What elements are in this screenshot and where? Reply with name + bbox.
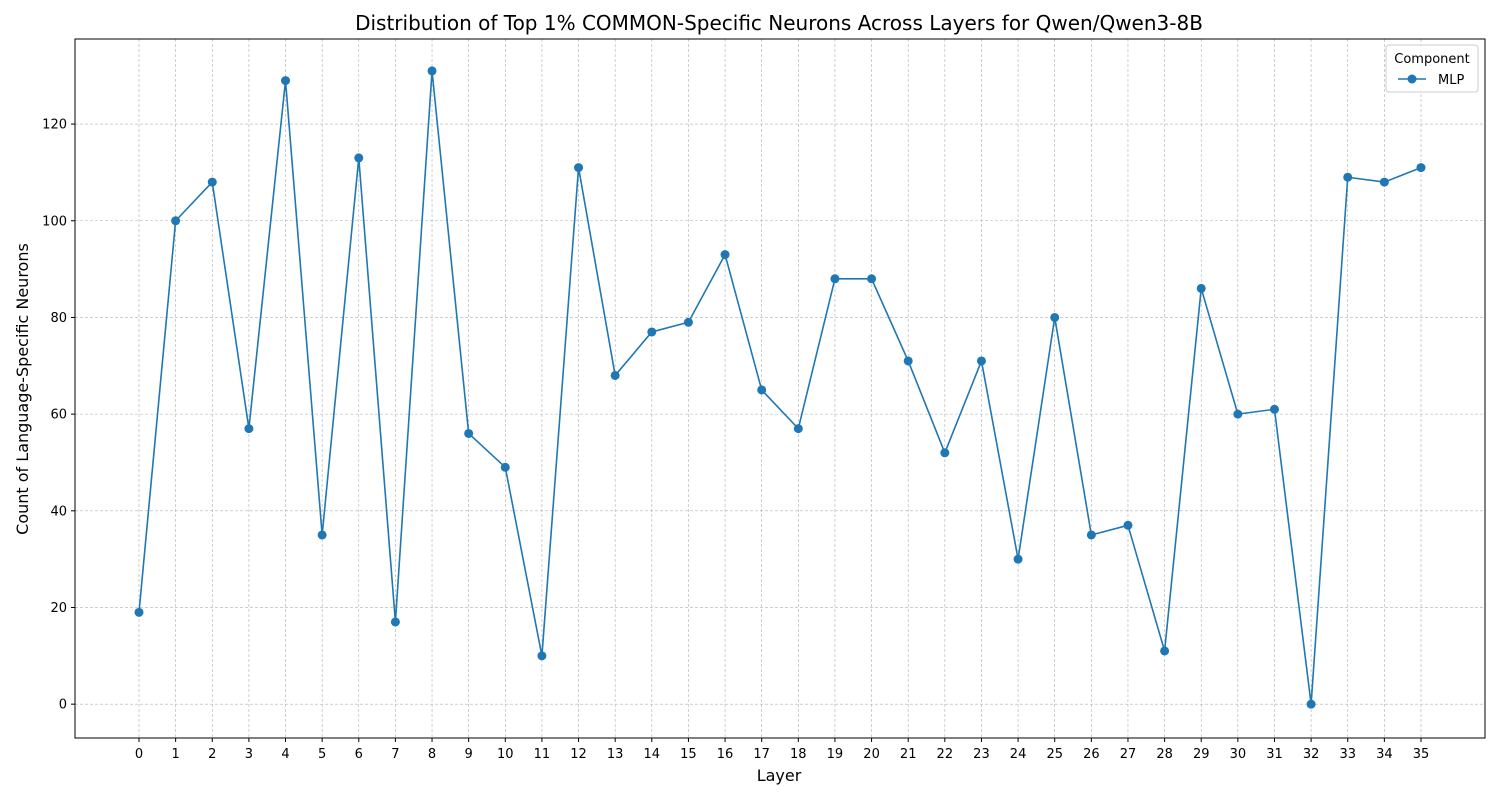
data-point (720, 250, 730, 260)
y-tick-label: 20 (50, 601, 67, 616)
x-tick-label: 13 (607, 747, 624, 762)
data-point (757, 385, 767, 395)
y-tick-label: 80 (50, 311, 67, 326)
x-tick-label: 18 (790, 747, 807, 762)
data-point (354, 153, 364, 163)
data-point (574, 163, 584, 173)
y-tick-label: 120 (42, 118, 67, 133)
x-tick-label: 31 (1266, 747, 1283, 762)
x-tick-label: 24 (1010, 747, 1027, 762)
x-tick-label: 25 (1046, 747, 1063, 762)
legend-point-marker (1407, 74, 1417, 84)
x-tick-label: 6 (355, 747, 363, 762)
data-point (1086, 530, 1096, 540)
data-point (1379, 177, 1389, 187)
plot-frame (74, 38, 1486, 739)
x-tick-label: 7 (391, 747, 399, 762)
data-point (537, 651, 547, 661)
data-point (830, 274, 840, 284)
data-point (500, 462, 510, 472)
x-tick-label: 19 (827, 747, 844, 762)
x-tick-label: 27 (1120, 747, 1137, 762)
x-tick-label: 23 (973, 747, 990, 762)
x-tick-label: 34 (1376, 747, 1393, 762)
legend: Component MLP (1385, 44, 1479, 93)
x-tick-label: 28 (1156, 747, 1173, 762)
x-tick-label: 26 (1083, 747, 1100, 762)
data-point (1416, 163, 1426, 173)
legend-title: Component (1394, 52, 1469, 67)
x-tick-label: 21 (900, 747, 917, 762)
x-tick-label: 29 (1193, 747, 1210, 762)
data-point (940, 448, 950, 458)
x-tick-label: 11 (534, 747, 551, 762)
data-point (610, 370, 620, 380)
data-point (903, 356, 913, 366)
data-point (1123, 520, 1133, 530)
x-tick-label: 22 (937, 747, 954, 762)
plot-area (134, 66, 1426, 709)
x-axis: 0 1 2 3 4 5 6 7 8 9 10 11 12 13 14 15 16 17 18 19 20 21 22 23 24… (135, 738, 1429, 762)
data-point (793, 424, 803, 434)
data-point (281, 76, 291, 86)
data-point (867, 274, 877, 284)
data-point (427, 66, 437, 76)
data-point (1269, 404, 1279, 414)
x-tick-label: 10 (497, 747, 514, 762)
chart-title: Distribution of Top 1% COMMON-Specific N… (355, 11, 1203, 35)
data-point (976, 356, 986, 366)
x-tick-label: 5 (318, 747, 326, 762)
x-tick-label: 1 (171, 747, 179, 762)
grid-lines (75, 39, 1485, 738)
x-tick-label: 9 (465, 747, 473, 762)
y-tick-label: 100 (42, 214, 67, 229)
data-point (464, 428, 474, 438)
x-tick-label: 4 (281, 747, 289, 762)
data-point (1306, 699, 1316, 709)
data-point (390, 617, 400, 627)
legend-entry-mlp: MLP (1438, 73, 1464, 88)
x-tick-label: 3 (245, 747, 253, 762)
x-tick-label: 32 (1303, 747, 1320, 762)
x-tick-label: 8 (428, 747, 436, 762)
data-point (317, 530, 327, 540)
data-point (207, 177, 217, 187)
x-tick-label: 12 (570, 747, 587, 762)
data-point (647, 327, 657, 337)
data-point (244, 424, 254, 434)
data-point (1160, 646, 1170, 656)
y-axis: 0 20 40 60 80 100 120 (42, 118, 75, 713)
x-tick-label: 0 (135, 747, 143, 762)
x-tick-label: 16 (717, 747, 734, 762)
data-point (683, 317, 693, 327)
data-point (1343, 172, 1353, 182)
data-point (1050, 312, 1060, 322)
y-axis-label: Count of Language-Specific Neurons (13, 243, 32, 535)
x-tick-label: 33 (1339, 747, 1356, 762)
data-point (1013, 554, 1023, 564)
y-tick-label: 40 (50, 504, 67, 519)
series-line-mlp (138, 70, 1422, 705)
x-tick-label: 17 (753, 747, 770, 762)
y-tick-label: 60 (50, 408, 67, 423)
x-tick-label: 20 (863, 747, 880, 762)
x-tick-label: 2 (208, 747, 216, 762)
data-point (134, 607, 144, 617)
y-tick-label: 0 (59, 698, 67, 713)
x-tick-label: 35 (1413, 747, 1430, 762)
data-point (1196, 283, 1206, 293)
x-tick-label: 15 (680, 747, 697, 762)
data-point (171, 216, 181, 226)
x-tick-label: 30 (1230, 747, 1247, 762)
x-axis-label: Layer (757, 766, 802, 785)
data-point (1233, 409, 1243, 419)
x-tick-label: 14 (644, 747, 661, 762)
